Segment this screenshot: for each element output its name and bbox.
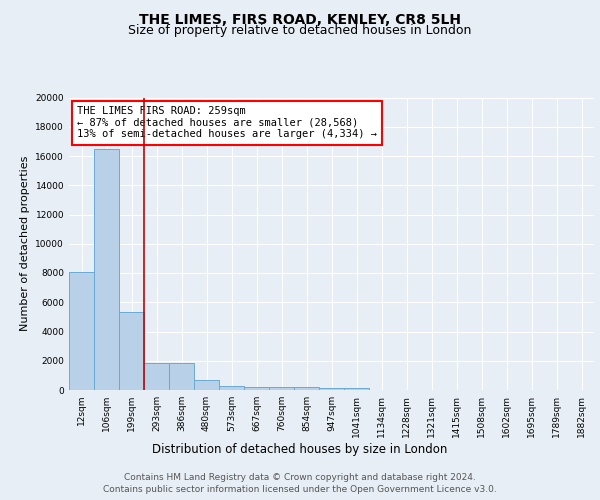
Text: Distribution of detached houses by size in London: Distribution of detached houses by size …	[152, 442, 448, 456]
Bar	[344, 388, 369, 390]
Bar	[119, 312, 144, 390]
Bar	[219, 386, 244, 390]
Bar	[194, 380, 219, 390]
Bar	[319, 388, 344, 390]
Bar	[144, 363, 169, 390]
Bar	[94, 148, 119, 390]
Bar	[69, 272, 94, 390]
Text: Contains HM Land Registry data © Crown copyright and database right 2024.: Contains HM Land Registry data © Crown c…	[124, 472, 476, 482]
Bar	[294, 388, 319, 390]
Bar	[244, 386, 269, 390]
Text: Size of property relative to detached houses in London: Size of property relative to detached ho…	[128, 24, 472, 37]
Bar	[169, 363, 194, 390]
Bar	[269, 387, 294, 390]
Text: THE LIMES FIRS ROAD: 259sqm
← 87% of detached houses are smaller (28,568)
13% of: THE LIMES FIRS ROAD: 259sqm ← 87% of det…	[77, 106, 377, 140]
Text: THE LIMES, FIRS ROAD, KENLEY, CR8 5LH: THE LIMES, FIRS ROAD, KENLEY, CR8 5LH	[139, 12, 461, 26]
Y-axis label: Number of detached properties: Number of detached properties	[20, 156, 30, 332]
Text: Contains public sector information licensed under the Open Government Licence v3: Contains public sector information licen…	[103, 485, 497, 494]
